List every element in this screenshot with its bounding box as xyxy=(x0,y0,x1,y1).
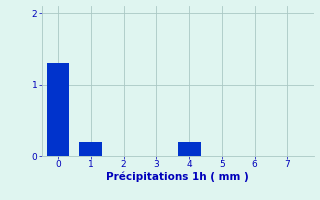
X-axis label: Précipitations 1h ( mm ): Précipitations 1h ( mm ) xyxy=(106,172,249,182)
Bar xyxy=(178,142,201,156)
Bar xyxy=(46,63,69,156)
Bar xyxy=(79,142,102,156)
